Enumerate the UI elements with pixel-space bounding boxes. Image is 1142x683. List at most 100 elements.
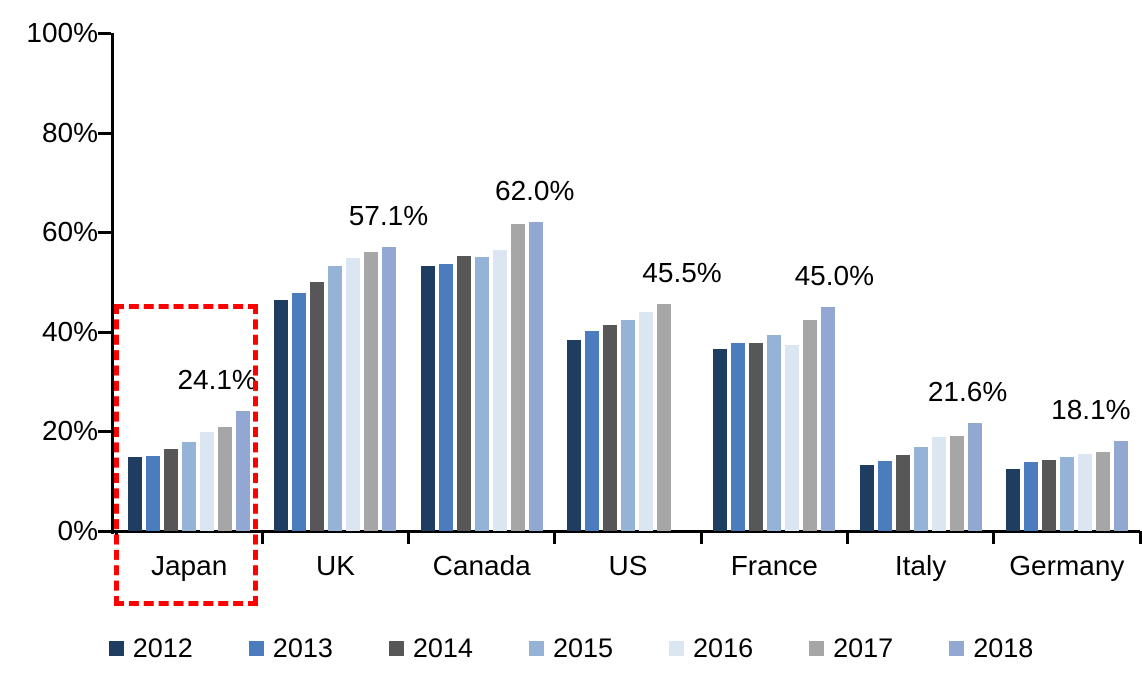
legend-label-2016: 2016 [693, 633, 754, 663]
y-axis-line [111, 33, 114, 534]
value-label-japan: 24.1% [177, 363, 257, 395]
bar-2015-france [767, 335, 782, 531]
legend-swatch-2018 [949, 640, 965, 656]
bar-2013-italy [877, 460, 892, 531]
value-label-canada: 62.0% [495, 175, 575, 207]
value-label-us: 45.5% [642, 257, 722, 289]
y-tick-label: 80% [41, 116, 98, 148]
x-axis-tick [699, 531, 703, 544]
bar-2018-germany [1113, 440, 1128, 531]
x-axis-tick [992, 531, 996, 544]
legend-label-2015: 2015 [552, 633, 614, 663]
y-axis-tick [98, 131, 111, 135]
bar-2016-us [639, 312, 653, 531]
legend-item-2014: 2014 [388, 633, 473, 663]
bar-2014-germany [1041, 459, 1056, 531]
bar-2016-italy [931, 436, 946, 531]
legend-swatch-2017 [809, 640, 825, 656]
bar-2017-us [657, 304, 671, 531]
y-axis-tick [98, 231, 111, 235]
legend-item-2015: 2015 [528, 633, 614, 663]
bar-2018-uk [382, 246, 397, 531]
bar-2016-germany [1077, 453, 1092, 531]
legend-item-2016: 2016 [669, 634, 753, 662]
y-axis-tick [98, 530, 111, 533]
legend-label-2014: 2014 [412, 633, 473, 663]
bar-2014-canada [456, 256, 471, 531]
x-axis-tick [407, 531, 411, 544]
bar-2012-france [713, 348, 728, 531]
category-label-us: US [608, 550, 648, 581]
bar-2017-uk [364, 251, 379, 531]
category-label-uk: UK [315, 550, 355, 581]
y-tick-label: 0% [57, 515, 98, 546]
bar-2017-italy [949, 435, 964, 531]
bar-2014-france [749, 342, 764, 531]
legend-item-2012: 2012 [108, 633, 193, 663]
value-label-germany: 18.1% [1051, 393, 1131, 425]
y-tick-label: 60% [41, 216, 98, 248]
bar-2016-uk [346, 258, 361, 531]
chart-legend: 2012 2013 2014 2015 2016 2017 2018 [0, 634, 1142, 662]
bar-2018-france [821, 306, 836, 531]
legend-swatch-2014 [388, 640, 404, 656]
bar-2016-japan [200, 432, 215, 531]
bar-2013-us [585, 330, 599, 531]
x-axis-tick [845, 531, 849, 544]
bar-2013-japan [146, 456, 161, 531]
legend-swatch-2013 [248, 640, 264, 656]
bar-2012-japan [128, 457, 143, 531]
category-label-france: France [730, 550, 818, 581]
bar-2018-canada [528, 222, 543, 531]
bar-2013-germany [1023, 461, 1038, 531]
legend-swatch-2015 [528, 640, 544, 656]
category-label-germany: Germany [1009, 550, 1125, 581]
category-label-italy: Italy [894, 550, 947, 581]
bar-2015-us [621, 319, 635, 531]
bar-2015-canada [474, 257, 489, 531]
bar-2016-canada [492, 250, 507, 531]
y-tick-label: 40% [41, 315, 98, 347]
legend-item-2018: 2018 [949, 634, 1033, 662]
bar-2016-france [785, 345, 800, 531]
bar-2017-canada [510, 224, 525, 531]
value-label-france: 45.0% [794, 259, 874, 291]
highlight-box-japan [114, 304, 259, 606]
x-axis-tick [1138, 531, 1142, 544]
bar-2015-japan [182, 441, 197, 531]
y-tick-label: 20% [41, 415, 98, 447]
value-label-uk: 57.1% [348, 199, 429, 231]
legend-label-2018: 2018 [973, 633, 1034, 663]
bar-2014-italy [895, 455, 910, 531]
bar-2015-uk [328, 265, 343, 531]
legend-label-2013: 2013 [272, 633, 333, 663]
bar-2013-canada [438, 264, 453, 531]
bar-2014-japan [164, 449, 179, 531]
legend-swatch-2012 [108, 640, 124, 656]
legend-label-2017: 2017 [833, 633, 894, 663]
y-axis-tick [98, 330, 111, 334]
y-axis-tick [98, 430, 111, 434]
y-tick-label: 100% [26, 17, 98, 48]
bar-2012-us [567, 339, 581, 531]
legend-label-2012: 2012 [132, 633, 193, 663]
y-axis-tick [98, 32, 111, 35]
legend-item-2013: 2013 [248, 633, 333, 663]
bar-2013-uk [292, 292, 307, 531]
bar-2015-germany [1059, 457, 1074, 531]
bar-2014-us [603, 324, 617, 531]
bar-2017-germany [1095, 451, 1110, 531]
bar-2017-france [803, 320, 818, 531]
bar-2012-italy [859, 464, 874, 531]
category-label-japan: Japan [150, 550, 228, 581]
bar-2015-italy [913, 447, 928, 531]
x-axis-tick [260, 531, 264, 544]
bar-2012-canada [420, 266, 435, 531]
bar-2012-uk [274, 299, 289, 531]
legend-swatch-2016 [669, 640, 685, 656]
bar-2018-italy [967, 423, 982, 531]
x-axis-tick [553, 531, 557, 544]
value-label-italy: 21.6% [927, 376, 1008, 408]
bar-2017-japan [218, 426, 233, 531]
